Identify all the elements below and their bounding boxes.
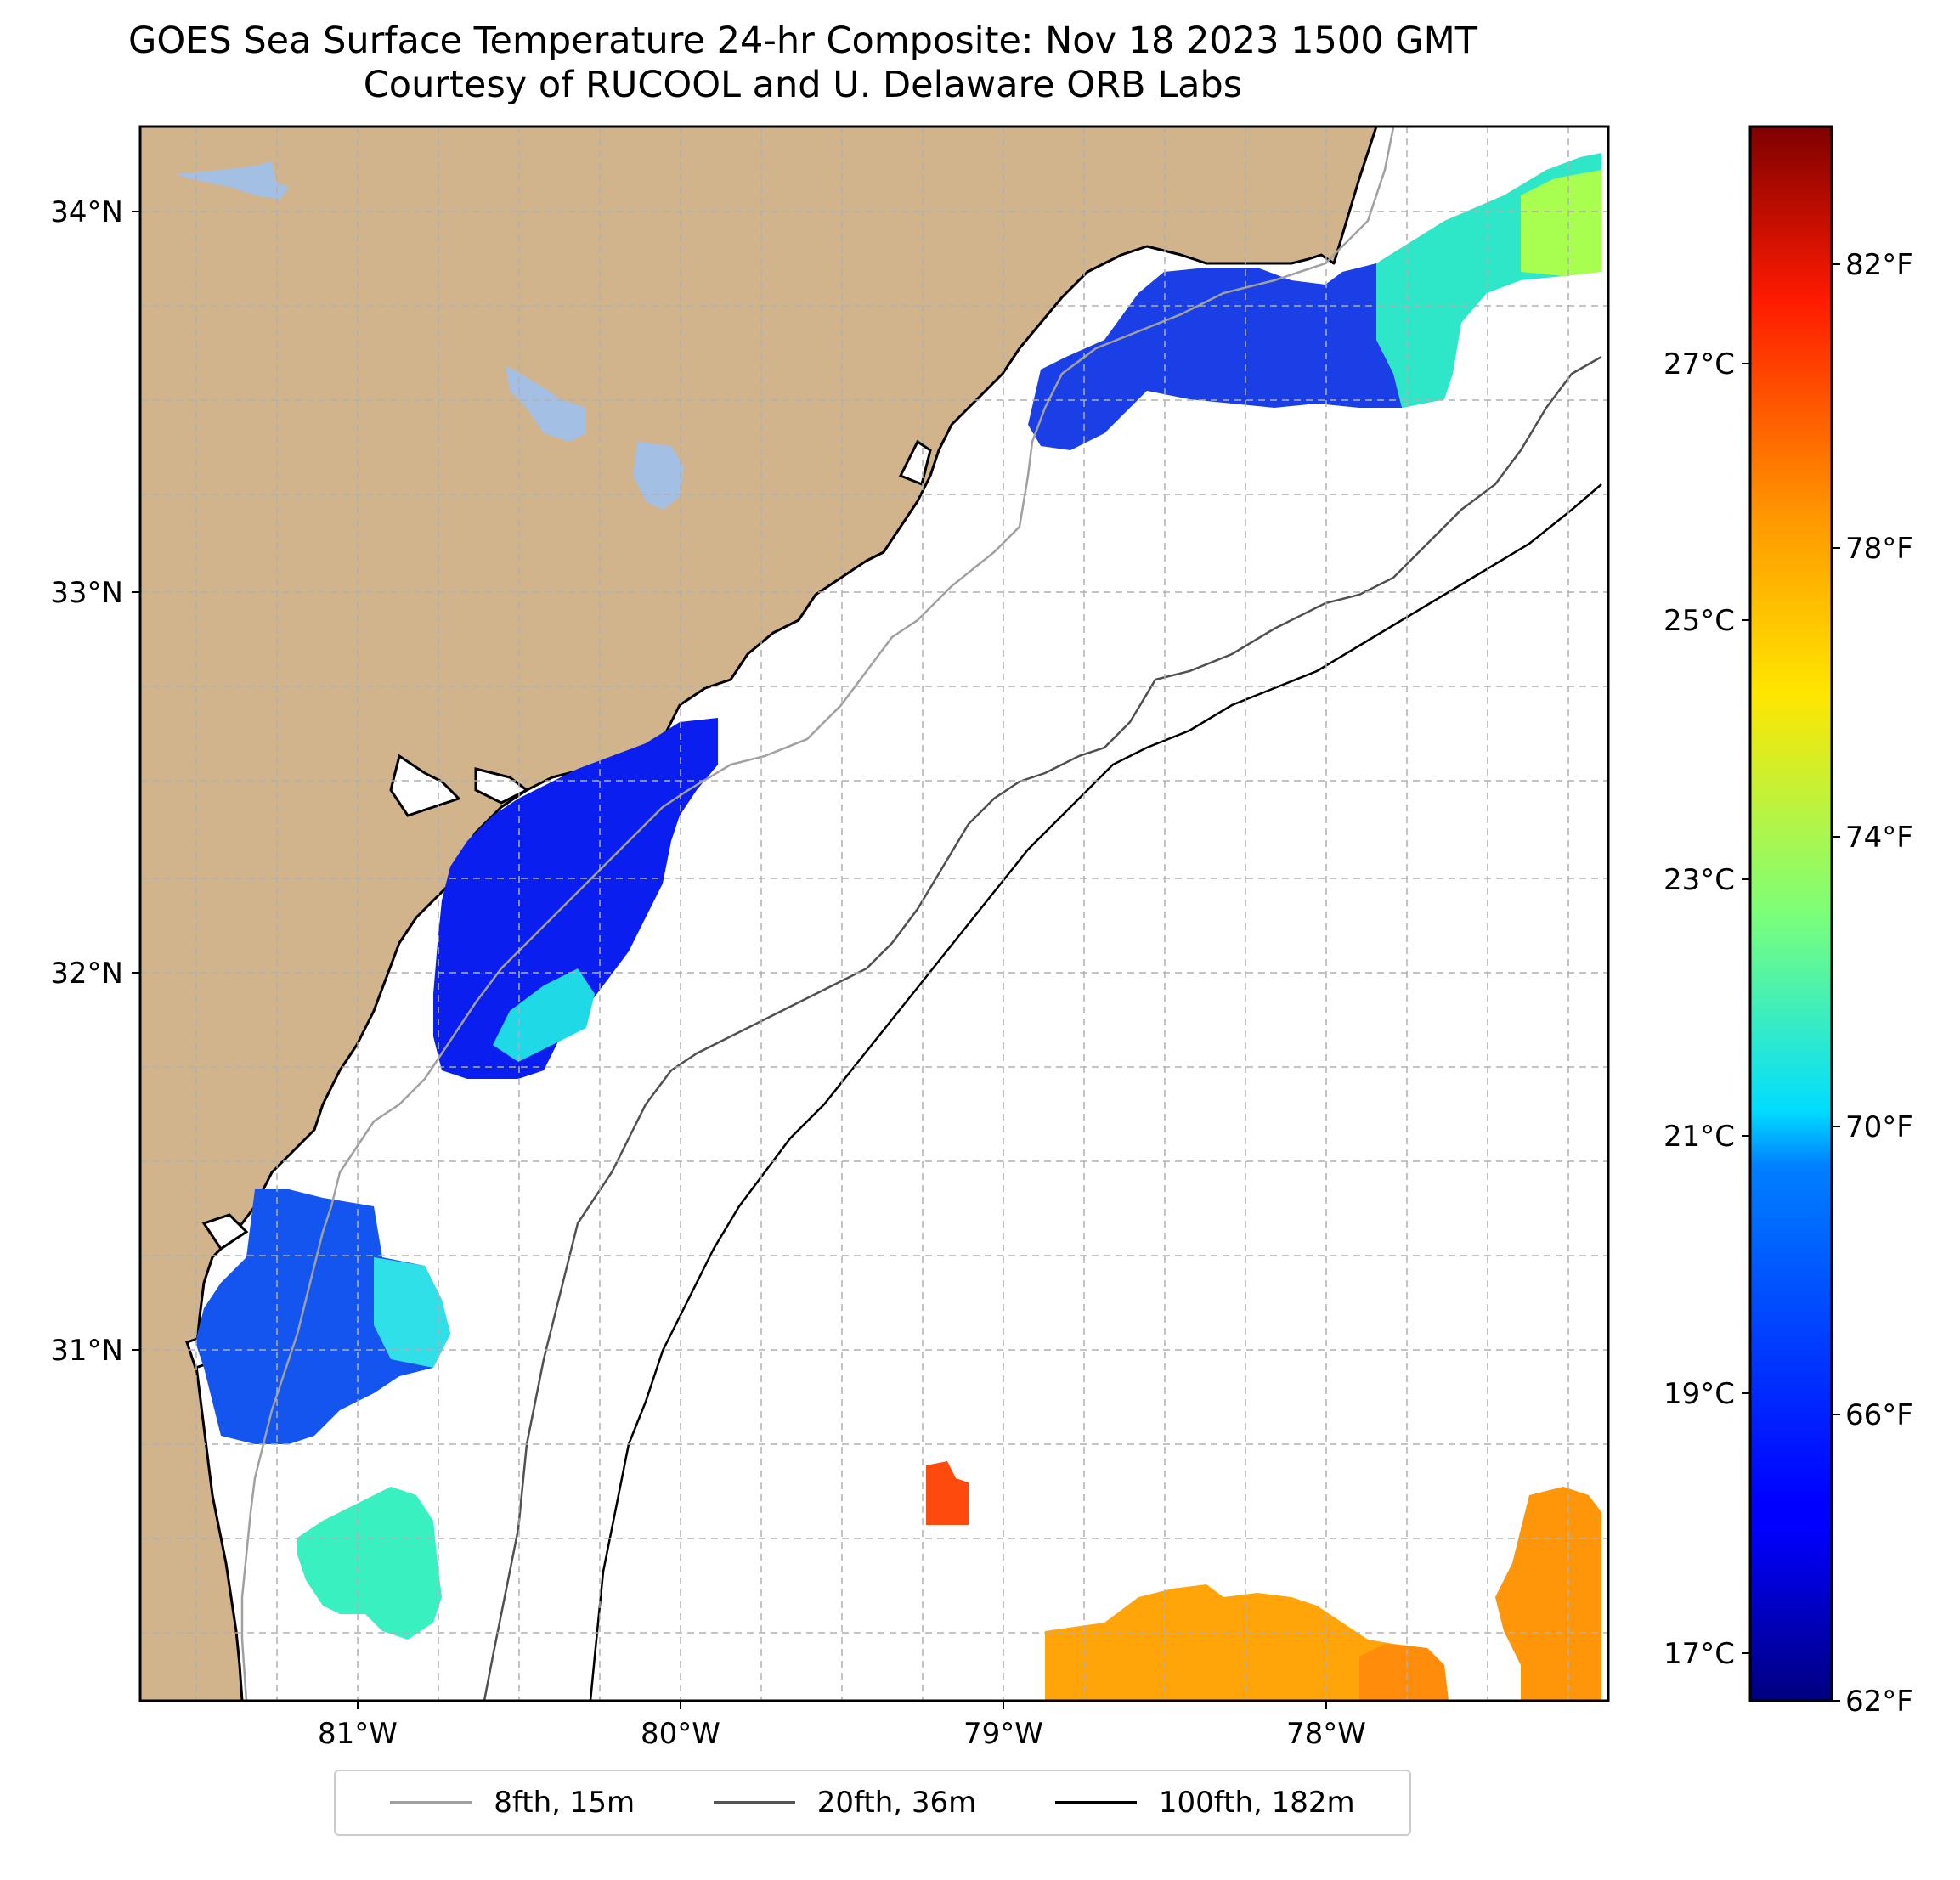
c-tick-label: 27°C xyxy=(1663,347,1735,381)
f-tick-label: 66°F xyxy=(1845,1398,1913,1432)
lake-marion xyxy=(506,365,586,442)
lat-tick-label: 34°N xyxy=(50,195,123,229)
lat-tick-label: 33°N xyxy=(50,576,123,610)
lon-axis: 81°W 80°W 79°W 78°W xyxy=(318,1701,1366,1751)
gridlines xyxy=(140,127,1608,1701)
f-tick-label: 78°F xyxy=(1845,532,1913,566)
sst-patch-north xyxy=(1028,246,1461,450)
sst-patch-georgia xyxy=(195,1189,450,1444)
sst-patch-carolina-cyan xyxy=(493,968,595,1062)
legend-item-20fth: 20fth, 36m xyxy=(713,1786,977,1820)
c-tick-label: 23°C xyxy=(1663,863,1735,897)
lon-tick-label: 78°W xyxy=(1286,1717,1366,1751)
sst-patch-carolina xyxy=(433,718,718,1079)
title-block: GOES Sea Surface Temperature 24-hr Compo… xyxy=(0,19,1606,107)
colorbar-fahrenheit-axis: 62°F 66°F 70°F 74°F 78°F 82°F xyxy=(1832,248,1913,1719)
sst-patches xyxy=(195,153,1601,1701)
isobath-8fth xyxy=(240,127,1395,1701)
c-tick-label: 25°C xyxy=(1663,604,1735,638)
legend-swatch xyxy=(1054,1801,1137,1804)
isobaths xyxy=(240,127,1602,1701)
lon-tick-label: 81°W xyxy=(318,1717,398,1751)
f-tick-label: 62°F xyxy=(1845,1685,1913,1719)
sst-patch-orange-deep xyxy=(1359,1644,1449,1701)
colorbar: 62°F 66°F 70°F 74°F 78°F 82°F 17°C 19°C … xyxy=(1663,125,1913,1719)
map-subtitle: Courtesy of RUCOOL and U. Delaware ORB L… xyxy=(363,64,1243,106)
legend-label: 100fth, 182m xyxy=(1158,1786,1355,1820)
f-tick-label: 74°F xyxy=(1845,821,1913,855)
c-tick-label: 21°C xyxy=(1663,1120,1735,1154)
sst-patch-orange-southeast xyxy=(1495,1487,1601,1701)
lakes xyxy=(174,161,684,510)
legend-label: 8fth, 15m xyxy=(494,1786,635,1820)
lat-tick-label: 32°N xyxy=(50,957,123,991)
c-tick-label: 19°C xyxy=(1663,1377,1735,1411)
sst-patch-georgia-cyan xyxy=(374,1257,450,1368)
f-tick-label: 70°F xyxy=(1845,1110,1913,1144)
lake-northwest xyxy=(174,161,289,200)
legend-label: 20fth, 36m xyxy=(816,1786,977,1820)
legend-item-100fth: 100fth, 182m xyxy=(1054,1786,1355,1820)
lat-axis: 31°N 32°N 33°N 34°N xyxy=(50,195,140,1368)
sst-patch-orange-south xyxy=(1045,1584,1449,1701)
legend-swatch xyxy=(713,1801,795,1804)
isobath-legend: 8fth, 15m 20fth, 36m 100fth, 182m xyxy=(334,1770,1411,1836)
sst-patch-south-cyan xyxy=(297,1487,442,1640)
map-title: GOES Sea Surface Temperature 24-hr Compo… xyxy=(128,20,1477,62)
lon-tick-label: 79°W xyxy=(963,1717,1043,1751)
legend-item-8fth: 8fth, 15m xyxy=(390,1786,635,1820)
sst-patch-orange-small xyxy=(926,1461,969,1525)
isobath-100fth xyxy=(589,483,1602,1701)
isobath-20fth xyxy=(483,355,1602,1701)
map-area xyxy=(140,127,1608,1701)
lake-moultrie xyxy=(633,442,684,510)
colorbar-gradient xyxy=(1748,125,1833,1702)
c-tick-label: 17°C xyxy=(1663,1637,1735,1671)
sst-patch-north-green xyxy=(1521,170,1601,276)
legend-swatch xyxy=(390,1801,472,1804)
map-frame xyxy=(138,125,1610,1702)
f-tick-label: 82°F xyxy=(1845,248,1913,282)
lon-tick-label: 80°W xyxy=(641,1717,720,1751)
colorbar-celsius-axis: 17°C 19°C 21°C 23°C 25°C 27°C xyxy=(1663,347,1750,1671)
lat-tick-label: 31°N xyxy=(50,1334,123,1368)
